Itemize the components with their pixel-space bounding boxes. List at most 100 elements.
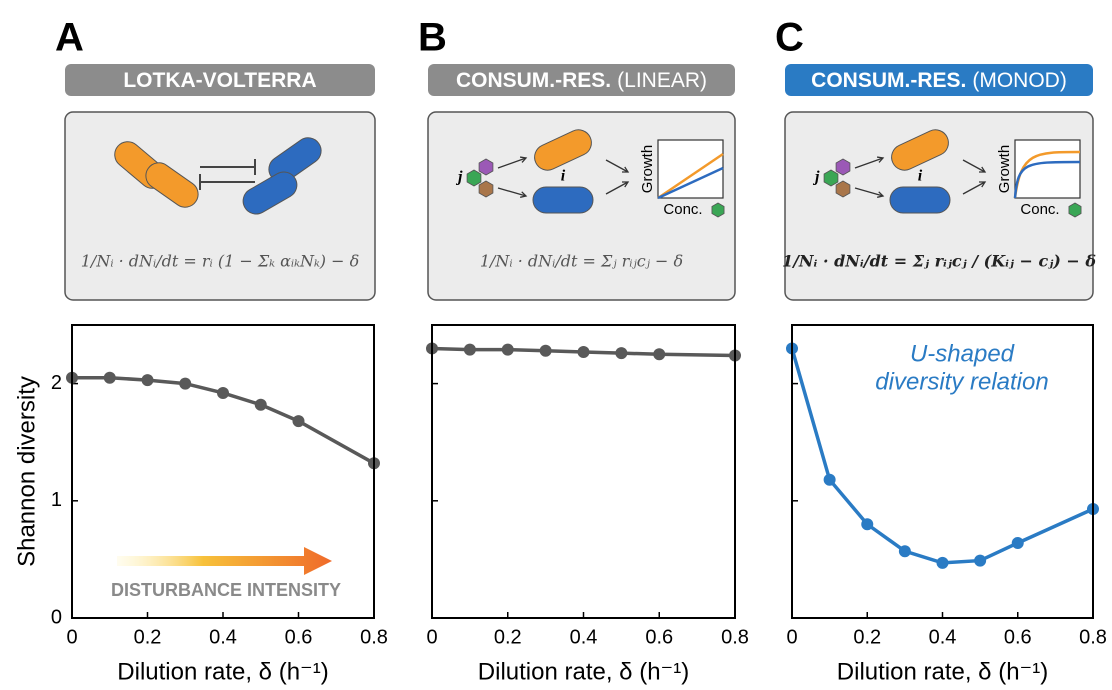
equation: 1/Nᵢ · dNᵢ/dt = Σⱼ rᵢⱼcⱼ / (Kᵢⱼ − cⱼ) − …: [782, 252, 1096, 271]
arrow: [962, 159, 986, 173]
arrow-head: [876, 156, 885, 163]
resource-icon: [478, 180, 494, 198]
resource-icon: [478, 158, 494, 176]
resource-icon: [1068, 202, 1082, 218]
header-box: [428, 64, 735, 96]
arrow: [962, 181, 986, 195]
data-point: [254, 398, 267, 411]
data-point: [103, 371, 116, 384]
arrow-head: [978, 166, 987, 173]
annotation: DISTURBANCE INTENSITY: [111, 580, 341, 600]
species-label: i: [918, 168, 923, 185]
arrow: [854, 187, 884, 197]
resource-icon: [823, 169, 839, 187]
x-tick-label: 0.6: [285, 626, 313, 648]
mini-x-label: Conc.: [1020, 201, 1059, 218]
data-point: [898, 545, 911, 558]
resource-label: j: [812, 169, 820, 186]
x-tick-label: 0.6: [1004, 626, 1032, 648]
header-bold: CONSUM.-RES.: [811, 69, 966, 92]
arrow-head: [519, 156, 528, 163]
header-bold: CONSUM.-RES.: [456, 69, 611, 92]
x-tick-label: 0: [66, 626, 77, 648]
header-bold: LOTKA-VOLTERRA: [123, 69, 316, 92]
x-axis-label: Dilution rate, δ (h⁻¹): [117, 658, 328, 685]
header-title: LOTKA-VOLTERRA: [123, 69, 316, 92]
cell: [891, 129, 949, 171]
x-tick-label: 0.8: [721, 626, 749, 648]
data-point: [1011, 536, 1024, 549]
arrow-head: [621, 166, 630, 173]
x-tick-label: 0.2: [494, 626, 522, 648]
header-title: CONSUM.-RES. (MONOD): [811, 69, 1067, 92]
annotation: U-shaped: [910, 340, 1015, 367]
resource-icon: [835, 180, 851, 198]
growth-blue: [1013, 160, 1081, 199]
panel-letter: A: [55, 16, 84, 60]
arrow: [497, 157, 527, 169]
x-tick-label: 0.2: [853, 626, 881, 648]
mini-plot: [657, 139, 724, 199]
x-tick-label: 0.2: [134, 626, 162, 648]
diagram-box: [64, 111, 376, 301]
x-tick-label: 0: [786, 626, 797, 648]
data-point: [861, 518, 874, 531]
disturbance-arrow: [117, 547, 332, 575]
arrow: [497, 187, 527, 197]
data-point: [217, 386, 229, 399]
data-point: [577, 345, 590, 358]
arrow-head: [978, 181, 987, 188]
cell: [145, 162, 199, 208]
equation: 1/Nᵢ · dNᵢ/dt = Σⱼ rᵢⱼcⱼ − δ: [480, 252, 683, 271]
x-tick-label: 0.6: [645, 626, 673, 648]
panel-letter: C: [775, 16, 804, 60]
arrow: [605, 159, 629, 173]
header-box: [785, 64, 1093, 96]
y-axis-label: Shannon diversity: [13, 376, 40, 567]
mini-x-label: Conc.: [663, 201, 702, 218]
y-tick-label: 2: [51, 372, 62, 394]
series-line: [431, 346, 736, 358]
y-tick-label: 1: [51, 489, 62, 511]
cell: [242, 171, 298, 215]
arrow: [605, 181, 629, 195]
plot-frame: [791, 324, 1094, 619]
resource-icon: [711, 202, 725, 218]
data-point: [653, 348, 666, 361]
header-rest: (MONOD): [972, 69, 1066, 92]
arrow-head: [520, 191, 528, 198]
data-point: [974, 554, 987, 567]
x-tick-label: 0.4: [209, 626, 237, 648]
resource-icon: [835, 158, 851, 176]
arrow-head: [621, 181, 630, 188]
cell: [532, 186, 594, 214]
data-point: [292, 415, 305, 428]
data-point: [141, 374, 154, 387]
x-tick-label: 0.4: [570, 626, 598, 648]
species-label: i: [561, 168, 566, 185]
x-axis-label: Dilution rate, δ (h⁻¹): [478, 658, 689, 685]
x-axis-label: Dilution rate, δ (h⁻¹): [837, 658, 1048, 685]
cell: [268, 137, 322, 183]
resource-label: j: [455, 169, 463, 186]
header-rest: (LINEAR): [617, 69, 707, 92]
header-box: [65, 64, 375, 96]
data-point: [936, 556, 949, 569]
annotation: diversity relation: [875, 368, 1048, 395]
data-point: [463, 343, 476, 356]
data-point: [501, 343, 514, 356]
series-line: [790, 347, 1094, 565]
equation: 1/Nᵢ · dNᵢ/dt = rᵢ (1 − Σₖ αᵢₖNₖ) − δ: [81, 252, 359, 271]
data-point: [615, 347, 628, 360]
y-tick-label: 0: [51, 606, 62, 628]
arrow: [854, 157, 884, 169]
cell: [534, 129, 592, 171]
arrow-head: [877, 191, 885, 198]
series-line: [72, 375, 375, 465]
growth-blue: [657, 166, 724, 200]
panel-letter: B: [418, 16, 447, 60]
x-tick-label: 0.8: [360, 626, 388, 648]
plot-frame: [71, 324, 375, 619]
cell: [889, 186, 951, 214]
